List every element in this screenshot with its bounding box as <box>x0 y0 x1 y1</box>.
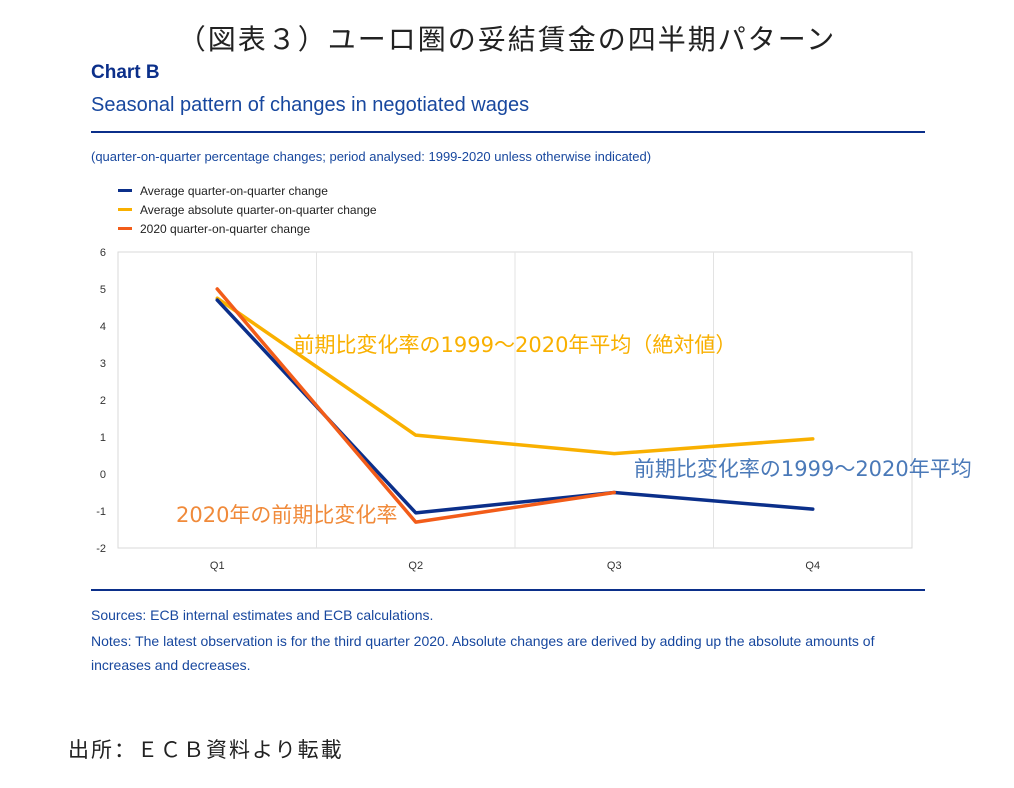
y-tick-label: 1 <box>100 432 106 444</box>
page-title: （図表３）ユーロ圏の妥結賃金の四半期パターン <box>177 23 837 56</box>
y-tick-label: 5 <box>100 284 106 296</box>
legend: Average quarter-on-quarter change Averag… <box>118 181 377 238</box>
y-tick-label: -2 <box>96 543 106 555</box>
annotation-1: 前期比変化率の1999～2020年平均 <box>634 457 972 481</box>
legend-label-abs: Average absolute quarter-on-quarter chan… <box>140 202 377 217</box>
y-tick-label: 0 <box>100 469 106 481</box>
source-jp: 出所：ＥＣＢ資料より転載 <box>68 738 344 762</box>
y-tick-label: -1 <box>96 506 106 518</box>
legend-swatch-2020 <box>118 227 132 230</box>
sources-note: Sources: ECB internal estimates and ECB … <box>91 607 434 623</box>
series-line-2 <box>215 287 616 524</box>
y-tick-label: 6 <box>100 247 106 259</box>
y-tick-label: 3 <box>100 358 106 370</box>
units-note: (quarter-on-quarter percentage changes; … <box>91 149 652 164</box>
legend-item-abs: Average absolute quarter-on-quarter chan… <box>118 200 377 219</box>
x-tick-label: Q1 <box>210 560 225 572</box>
y-tick-label: 4 <box>100 321 106 333</box>
x-tick-label: Q2 <box>408 560 423 572</box>
top-rule <box>91 131 925 133</box>
legend-item-avg: Average quarter-on-quarter change <box>118 181 377 200</box>
legend-label-2020: 2020 quarter-on-quarter change <box>140 221 311 236</box>
series-line-1 <box>215 296 815 456</box>
chart-subtitle: Seasonal pattern of changes in negotiate… <box>91 94 530 116</box>
legend-swatch-avg <box>118 189 132 192</box>
x-tick-label: Q4 <box>805 560 820 572</box>
chart-label: Chart B <box>91 62 160 83</box>
x-tick-label: Q3 <box>607 560 622 572</box>
legend-swatch-abs <box>118 208 132 211</box>
annotation-0: 前期比変化率の1999～2020年平均（絶対値） <box>294 333 737 357</box>
y-tick-label: 2 <box>100 395 106 407</box>
legend-item-2020: 2020 quarter-on-quarter change <box>118 219 377 238</box>
bottom-rule <box>91 589 925 591</box>
legend-label-avg: Average quarter-on-quarter change <box>140 183 328 198</box>
annotation-2: 2020年の前期比変化率 <box>176 503 397 527</box>
notes-text: Notes: The latest observation is for the… <box>91 633 875 673</box>
